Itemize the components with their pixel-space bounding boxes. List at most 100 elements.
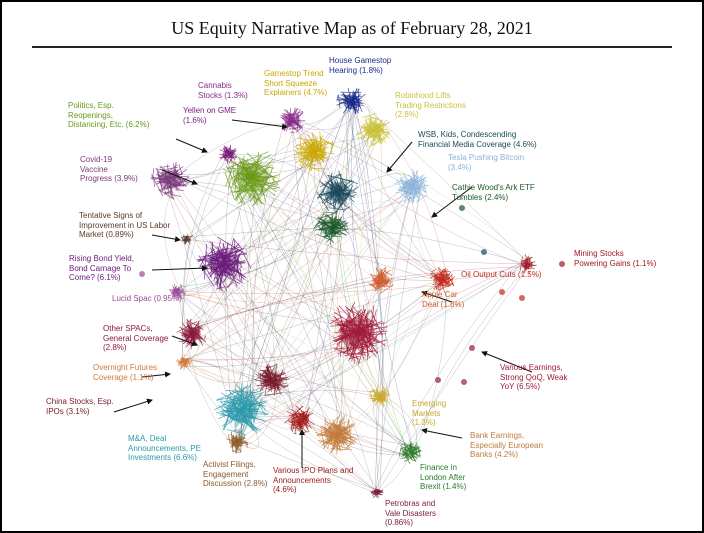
cluster-politics xyxy=(222,151,281,207)
cluster-ipo xyxy=(284,405,315,435)
network-edge xyxy=(166,187,233,420)
network-edge xyxy=(180,345,343,360)
network-edge xyxy=(174,291,269,379)
satellite-node xyxy=(469,345,475,351)
network-edge xyxy=(382,276,448,395)
network-edge xyxy=(171,178,299,428)
label-line: Bank Earnings, xyxy=(470,431,525,440)
network-edge xyxy=(348,131,370,324)
network-edge xyxy=(337,221,413,454)
label-line: (4.6%) xyxy=(273,485,297,494)
cluster-house-gamestop xyxy=(336,87,366,115)
label-cathie-wood: Cathie Wood's Ark ETF Tumbles (2.4%) xyxy=(452,183,535,202)
network-edge xyxy=(226,259,379,491)
label-line: Financial Media Coverage (4.6%) xyxy=(418,139,537,149)
network-edge xyxy=(351,104,365,342)
title-rule xyxy=(32,46,672,48)
network-edge xyxy=(188,358,415,448)
network-edge xyxy=(215,195,421,258)
cluster-mining xyxy=(519,254,537,274)
label-line: Cannabis xyxy=(198,81,232,90)
label-ma-deals: M&A, Deal Announcements, PE Investments (6… xyxy=(128,434,201,463)
cluster-finance-london xyxy=(398,441,422,465)
label-line: Finance in xyxy=(420,463,457,472)
label-line: Robinhood Lifts xyxy=(395,91,451,100)
satellite-node xyxy=(499,289,505,295)
network-edge xyxy=(165,123,287,183)
network-edge xyxy=(238,182,410,456)
cluster-petrobras xyxy=(370,487,384,499)
label-line: Petrobras and xyxy=(385,499,436,508)
label-line: General Coverage xyxy=(103,333,169,343)
label-line: Strong QoQ, Weak xyxy=(500,372,568,382)
label-line: (0.86%) xyxy=(385,518,414,527)
network-edge xyxy=(236,385,279,447)
network-edge xyxy=(305,413,409,455)
label-line: House Gamestop xyxy=(329,56,392,65)
network-edge xyxy=(181,280,440,361)
label-line: Markets xyxy=(412,408,441,418)
network-edge xyxy=(245,169,445,285)
cluster-oil xyxy=(429,266,456,293)
label-line: Vaccine xyxy=(80,164,108,174)
cluster-activist xyxy=(226,431,249,454)
label-line: M&A, Deal xyxy=(128,434,167,443)
network-edge xyxy=(183,95,360,360)
label-line: (2.8%) xyxy=(395,110,419,119)
label-house-gamestop-hearing: House Gamestop Hearing (1.8%) xyxy=(329,56,391,75)
network-edge xyxy=(303,158,382,395)
network-edge xyxy=(374,261,523,492)
network-edge xyxy=(345,95,406,448)
network-edge xyxy=(175,183,228,255)
network-edge xyxy=(323,141,532,262)
network-edge xyxy=(193,121,368,341)
label-line: Investments (6.6%) xyxy=(128,453,197,462)
label-line: Mining Stocks xyxy=(574,249,624,258)
network-edge xyxy=(185,365,243,440)
label-finance-london: Finance in London After Brexit (1.4%) xyxy=(420,463,466,492)
callout-arrow xyxy=(151,265,208,272)
network-edge xyxy=(235,123,296,447)
label-line: London After xyxy=(420,472,466,482)
network-edge xyxy=(232,106,351,252)
network-edge xyxy=(358,94,449,282)
label-line: WSB, Kids, Condescending xyxy=(418,130,517,139)
label-oil-output: Oil Output Cuts (1.5%) xyxy=(461,270,541,280)
network-edge xyxy=(352,106,385,400)
label-line: Market (0.89%) xyxy=(79,230,134,239)
label-china-stocks: China Stocks, Esp. IPOs (3.1%) xyxy=(46,397,114,416)
label-line: Activist Filings, xyxy=(203,460,256,469)
cluster-robinhood xyxy=(356,112,391,148)
network-edge xyxy=(236,265,525,441)
network-edge xyxy=(336,100,355,428)
network-edge xyxy=(164,187,182,293)
label-line: (1.3%) xyxy=(412,418,436,427)
network-edge xyxy=(196,334,303,420)
network-edge xyxy=(180,181,413,292)
network-edge xyxy=(252,114,288,423)
network-edge xyxy=(167,135,380,187)
cluster-labor xyxy=(181,234,194,245)
network-edge xyxy=(184,156,316,330)
network-edge xyxy=(247,420,379,495)
satellite-node xyxy=(435,377,441,383)
label-politics: Politics, Esp. Reopenings, Distancing, Etc… xyxy=(68,101,149,130)
network-edge xyxy=(351,100,438,281)
network-edge xyxy=(228,284,440,398)
label-robinhood: Robinhood Lifts Trading Restrictions (2.8%… xyxy=(395,91,466,120)
network-edge xyxy=(173,290,352,326)
network-edge xyxy=(335,105,355,228)
network-edge xyxy=(339,197,449,280)
satellite-node xyxy=(461,379,467,385)
network-edge xyxy=(176,290,384,402)
label-lucid-spac: Lucid Spac (0.95%) xyxy=(112,294,182,304)
label-covid-vaccine: Covid-19 Vaccine Progress (3.9%) xyxy=(80,155,138,184)
label-wsb: WSB, Kids, Condescending Financial Media … xyxy=(418,130,537,149)
network-edge xyxy=(183,364,295,417)
label-line: Bond Carnage To xyxy=(69,263,132,273)
label-emerging-markets: Emerging Markets (1.3%) xyxy=(412,399,446,428)
label-line: Deal (1.8%) xyxy=(422,299,465,309)
network-edge xyxy=(417,180,443,283)
